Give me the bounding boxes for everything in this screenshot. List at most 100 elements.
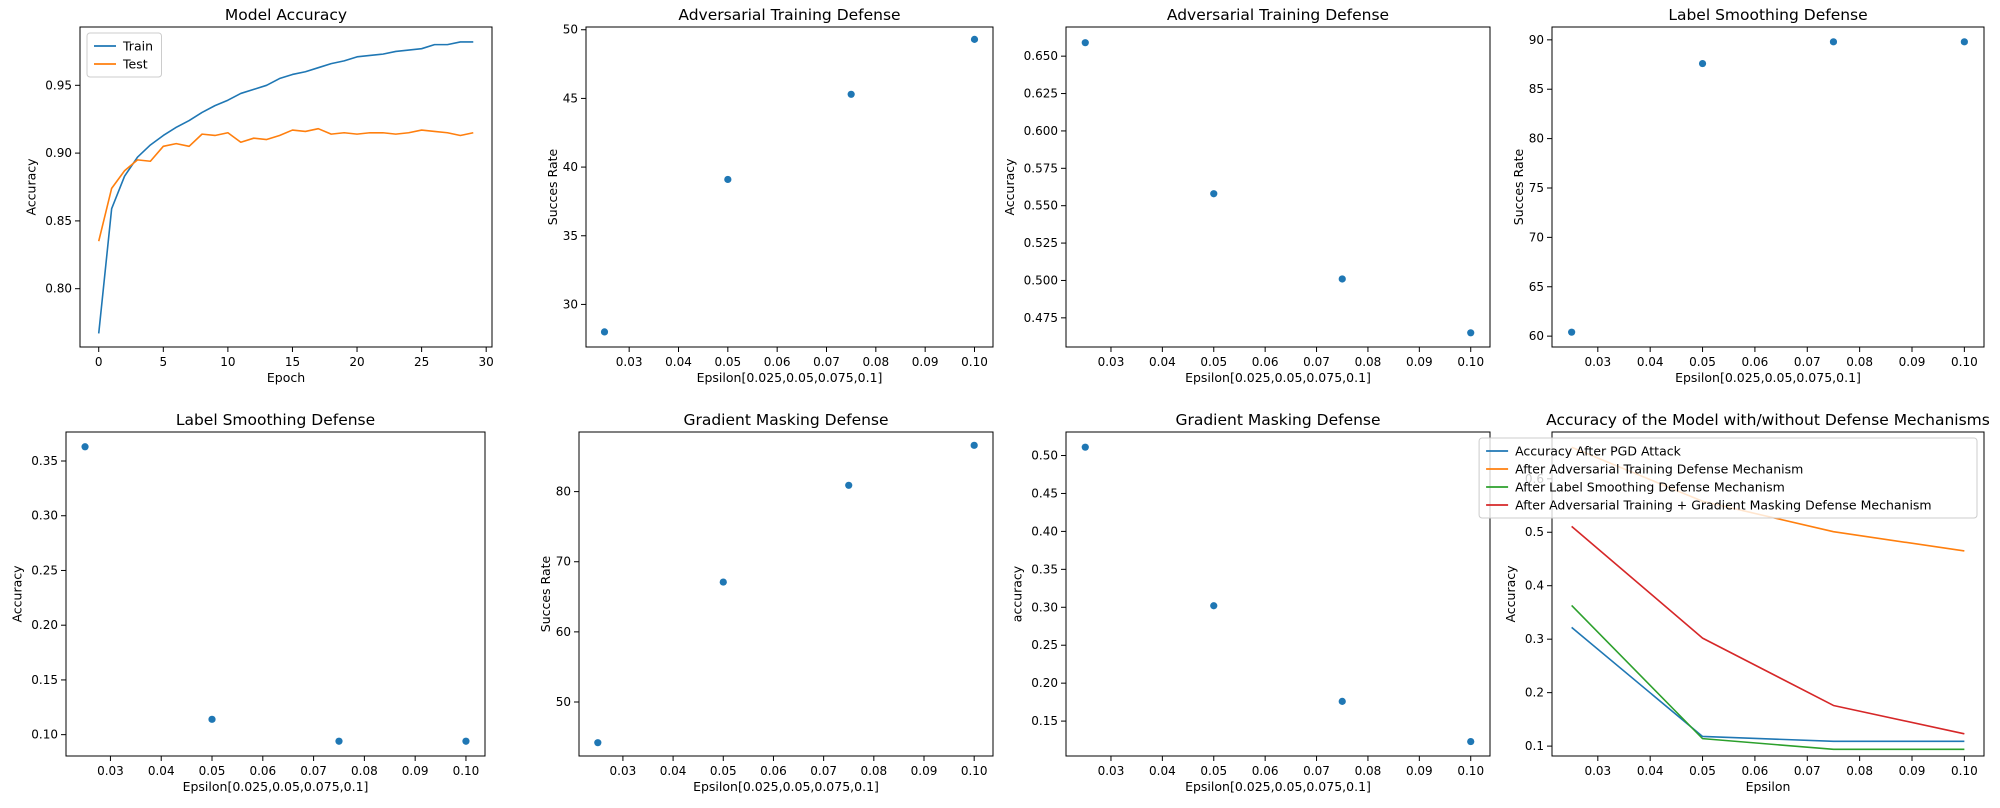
x-tick-label: 0.04	[1149, 355, 1176, 369]
chart-title: Model Accuracy	[225, 6, 347, 24]
legend-box	[1478, 437, 1978, 519]
x-tick-label: 0.04	[148, 764, 175, 778]
y-axis-label: Succes Rate	[538, 555, 553, 632]
x-tick-label: 0.05	[199, 764, 226, 778]
chart-title: Label Smoothing Defense	[176, 411, 375, 429]
data-point	[1829, 38, 1838, 46]
x-tick-label: 15	[285, 355, 300, 369]
legend-entry: After Adversarial Training + Gradient Ma…	[1515, 498, 1932, 513]
x-tick-label: 5	[159, 355, 167, 369]
x-axis-label: Epsilon[0.025,0.05,0.075,0.1]	[1675, 370, 1861, 385]
y-tick-label: 0.600	[1024, 124, 1058, 138]
y-tick-label: 0.3	[1525, 632, 1544, 646]
x-tick-label: 0.08	[1846, 355, 1873, 369]
data-point	[462, 737, 470, 745]
x-tick-label: 0.08	[1846, 764, 1873, 778]
data-point	[970, 441, 978, 449]
subplot-5: Label Smoothing Defense 0.03 0.04 0.05 0.06 0…	[10, 411, 486, 794]
axes-frame	[65, 431, 486, 757]
x-tick-label: 0.10	[1457, 355, 1484, 369]
x-tick-label: 0.06	[764, 355, 791, 369]
x-tick-label: 30	[479, 355, 494, 369]
y-tick-label: 0.475	[1024, 311, 1058, 325]
x-tick-label: 0.08	[862, 355, 889, 369]
data-point	[724, 175, 732, 184]
x-tick-label: 0.05	[710, 764, 737, 778]
y-tick-label: 90	[1529, 33, 1544, 47]
data-point	[1467, 329, 1475, 337]
subplot-7: Gradient Masking Defense 0.03 0.04 0.05 0.06…	[1010, 411, 1491, 794]
x-tick-label: 0.06	[1252, 355, 1279, 369]
x-tick-label: 0.07	[1303, 355, 1330, 369]
data-point	[208, 715, 216, 723]
x-tick-label: 0.07	[1794, 355, 1821, 369]
x-tick-label: 0.10	[453, 764, 480, 778]
y-tick-label: 70	[1529, 230, 1544, 244]
x-axis-label: Epsilon[0.025,0.05,0.075,0.1]	[183, 779, 369, 794]
y-tick-label: 45	[563, 91, 578, 105]
y-tick-label: 0.625	[1024, 87, 1058, 101]
data-point	[1338, 275, 1346, 283]
chart-title: Adversarial Training Defense	[1167, 6, 1389, 24]
plot-area	[97, 41, 474, 334]
y-tick-label: 0.575	[1024, 161, 1058, 175]
plot-area	[594, 441, 978, 747]
data-point	[1210, 190, 1218, 198]
axes-frame	[1065, 431, 1491, 757]
y-tick-label: 0.4	[1525, 579, 1544, 593]
chart-title: Gradient Masking Defense	[1175, 411, 1380, 429]
subplot-3: Adversarial Training Defense 0.03 0.04 0.05…	[1002, 6, 1491, 385]
x-tick-label: 0.10	[1951, 355, 1978, 369]
x-tick-label: 0.09	[1899, 764, 1926, 778]
y-axis-label: Accuracy	[1002, 158, 1017, 216]
plot-area	[600, 35, 979, 336]
x-tick-label: 0.06	[760, 764, 787, 778]
data-point	[1467, 737, 1475, 746]
x-tick-label: 0.04	[1149, 764, 1176, 778]
x-tick-label: 0.07	[300, 764, 327, 778]
series-line-train	[97, 41, 474, 334]
y-tick-label: 0.20	[31, 618, 58, 632]
x-tick-label: 0.09	[1406, 764, 1433, 778]
x-tick-label: 0.04	[665, 355, 692, 369]
x-tick-label: 20	[349, 355, 364, 369]
y-tick-label: 85	[1529, 82, 1544, 96]
series-line-accuracy-after-pgd-attack	[1571, 626, 1965, 743]
chart-title: Label Smoothing Defense	[1668, 6, 1867, 24]
x-tick-label: 0.10	[961, 764, 988, 778]
axes-frame	[1065, 26, 1491, 348]
x-tick-label: 0.08	[1355, 764, 1382, 778]
y-tick-label: 0.35	[1031, 562, 1058, 576]
data-point	[1568, 328, 1576, 336]
y-tick-label: 0.30	[31, 509, 58, 523]
data-point	[1210, 602, 1218, 610]
plot-area	[81, 443, 470, 745]
axes-frame	[79, 26, 493, 348]
axes-frame	[1551, 431, 1985, 757]
legend: Train Test	[86, 32, 162, 78]
x-tick-label: 0.03	[1584, 355, 1611, 369]
y-axis-label: Accuracy	[24, 158, 39, 216]
y-axis-label: Accuracy	[1503, 565, 1518, 623]
x-tick-label: 0.07	[1794, 764, 1821, 778]
subplot-8: Accuracy of the Model with/without Defen…	[1478, 411, 1990, 794]
chart-title: Accuracy of the Model with/without Defen…	[1546, 411, 1990, 429]
y-tick-label: 80	[556, 485, 571, 499]
subplot-4: Label Smoothing Defense 0.03 0.04 0.05 0.06 0…	[1511, 6, 1985, 385]
y-tick-label: 0.25	[31, 563, 58, 577]
x-tick-label: 0.03	[97, 764, 124, 778]
x-axis-label: Epsilon[0.025,0.05,0.075,0.1]	[693, 779, 879, 794]
data-point	[600, 328, 609, 336]
y-tick-label: 80	[1529, 132, 1544, 146]
x-axis-label: Epsilon[0.025,0.05,0.075,0.1]	[697, 370, 883, 385]
y-tick-label: 60	[1529, 329, 1544, 343]
data-point	[335, 737, 343, 745]
series-line-after-label-smoothing-defense-mechanism	[1571, 604, 1965, 751]
x-tick-label: 0.06	[1742, 764, 1769, 778]
y-tick-label: 0.40	[1031, 524, 1058, 538]
subplot-1: Model Accuracy 0 5 10 15 20 25 30 0.80 0.85 0.90 0.…	[24, 6, 494, 385]
x-tick-label: 0.08	[351, 764, 378, 778]
y-tick-label: 0.550	[1024, 199, 1058, 213]
x-tick-label: 0.03	[1098, 764, 1125, 778]
legend-entry: After Label Smoothing Defense Mechanism	[1515, 480, 1785, 495]
